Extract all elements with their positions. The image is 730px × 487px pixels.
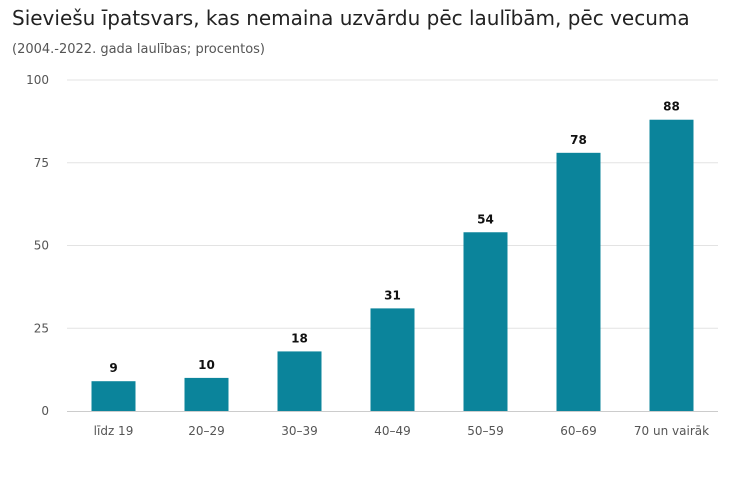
y-tick-label: 25 [34,321,49,335]
x-tick-label: līdz 19 [94,424,134,438]
bar [463,232,508,411]
x-axis-ticks: līdz 19 20–29 30–39 40–49 50–59 60–69 70 un va… [94,424,709,438]
data-label: 88 [663,100,680,114]
bar [277,351,322,411]
y-tick-label: 75 [34,156,49,170]
x-tick-label: 20–29 [188,424,225,438]
data-label: 54 [477,212,494,226]
bar [556,152,601,411]
x-tick-label: 60–69 [560,424,597,438]
bar [91,381,136,411]
bars [91,119,694,411]
bar [649,119,694,411]
y-tick-label: 0 [41,404,49,418]
x-tick-label: 30–39 [281,424,318,438]
data-label: 18 [291,331,308,345]
data-labels: 9 10 18 31 54 78 88 [109,100,680,375]
bar [184,377,229,411]
bar [370,308,415,411]
chart-subtitle: (2004.-2022. gada laulības; procentos) [12,42,265,57]
x-tick-label: 70 un vairāk [634,424,709,438]
x-tick-label: 50–59 [467,424,504,438]
data-label: 10 [198,358,215,372]
data-label: 9 [109,361,117,375]
y-tick-label: 100 [26,73,49,87]
y-axis-ticks: 0 25 50 75 100 [26,73,49,418]
x-tick-label: 40–49 [374,424,411,438]
chart-title: Sieviešu īpatsvars, kas nemaina uzvārdu … [12,6,690,30]
data-label: 31 [384,288,401,302]
data-label: 78 [570,133,587,147]
y-tick-label: 50 [34,239,49,253]
